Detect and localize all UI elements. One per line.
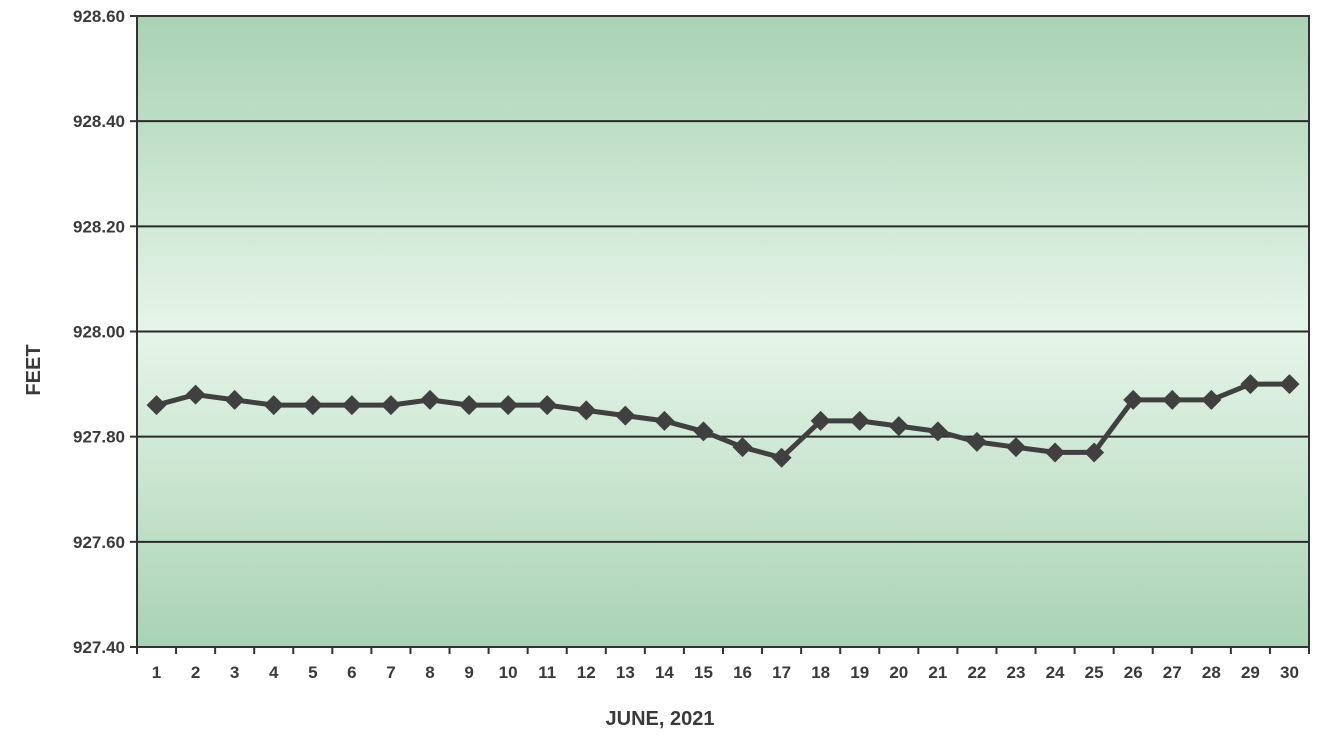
- x-tick-label: 25: [1085, 663, 1104, 682]
- data-point: [771, 447, 792, 468]
- y-tick-label: 928.00: [73, 323, 125, 342]
- data-point: [849, 410, 870, 431]
- data-point: [888, 416, 909, 437]
- x-tick-label: 2: [191, 663, 200, 682]
- x-tick-label: 14: [655, 663, 674, 682]
- data-point: [341, 395, 362, 416]
- data-point: [1240, 374, 1261, 395]
- x-tick-labels: 1 2 3 4 5 6 7 8 9 10 11 12 13 14 15 16 17 18 19 20 21 22 23 24 2…: [136, 647, 1310, 682]
- data-point: [693, 421, 714, 442]
- x-tick-label: 29: [1241, 663, 1260, 682]
- x-tick-label: 4: [269, 663, 279, 682]
- x-tick-label: 30: [1280, 663, 1299, 682]
- y-tick-label: 928.40: [73, 112, 125, 131]
- y-tick-label: 928.60: [73, 7, 125, 26]
- x-tick-label: 24: [1046, 663, 1065, 682]
- x-tick-label: 8: [425, 663, 434, 682]
- data-point: [576, 400, 597, 421]
- x-axis-title: JUNE, 2021: [606, 708, 715, 730]
- y-tick-label: 928.20: [73, 217, 125, 236]
- data-point: [263, 395, 284, 416]
- x-tick-label: 15: [694, 663, 713, 682]
- data-point: [615, 405, 636, 426]
- x-tick-label: 18: [811, 663, 830, 682]
- data-point: [380, 395, 401, 416]
- data-point: [224, 389, 245, 410]
- data-point: [966, 431, 987, 452]
- data-point: [732, 437, 753, 458]
- y-tick-labels: 927.40 927.60 927.80 928.00 928.20 928.40 928.…: [73, 7, 137, 657]
- data-point: [498, 395, 519, 416]
- x-tick-label: 3: [230, 663, 239, 682]
- data-point: [1006, 437, 1026, 458]
- data-point: [927, 421, 948, 442]
- data-point: [185, 384, 206, 405]
- x-tick-label: 10: [499, 663, 518, 682]
- data-points: [146, 374, 1300, 468]
- data-point: [1084, 442, 1105, 463]
- x-tick-label: 21: [928, 663, 947, 682]
- data-point: [1162, 389, 1183, 410]
- data-point: [1045, 442, 1066, 463]
- x-tick-label: 6: [347, 663, 356, 682]
- y-tick-label: 927.60: [73, 533, 125, 552]
- data-point: [1279, 374, 1300, 395]
- y-tick-label: 927.80: [73, 428, 125, 447]
- data-point: [302, 395, 323, 416]
- x-tick-label: 22: [967, 663, 986, 682]
- y-axis-title: FEET: [23, 344, 45, 395]
- x-tick-label: 20: [889, 663, 908, 682]
- x-tick-label: 9: [464, 663, 473, 682]
- x-tick-label: 17: [772, 663, 791, 682]
- x-tick-label: 16: [733, 663, 752, 682]
- y-tick-label: 927.40: [73, 638, 125, 657]
- data-point: [654, 410, 675, 431]
- data-point: [537, 395, 558, 416]
- x-tick-label: 7: [386, 663, 395, 682]
- data-point: [1201, 389, 1222, 410]
- x-tick-label: 1: [152, 663, 161, 682]
- data-point: [146, 395, 167, 416]
- x-tick-label: 12: [577, 663, 596, 682]
- data-point: [1123, 389, 1144, 410]
- x-tick-label: 23: [1007, 663, 1026, 682]
- x-tick-label: 27: [1163, 663, 1182, 682]
- x-tick-label: 11: [538, 663, 556, 682]
- x-tick-label: 5: [308, 663, 317, 682]
- x-tick-label: 26: [1124, 663, 1143, 682]
- data-point: [810, 410, 831, 431]
- x-tick-label: 19: [850, 663, 869, 682]
- x-tick-label: 13: [616, 663, 635, 682]
- x-tick-label: 28: [1202, 663, 1221, 682]
- data-point: [420, 389, 440, 410]
- data-point: [459, 395, 480, 416]
